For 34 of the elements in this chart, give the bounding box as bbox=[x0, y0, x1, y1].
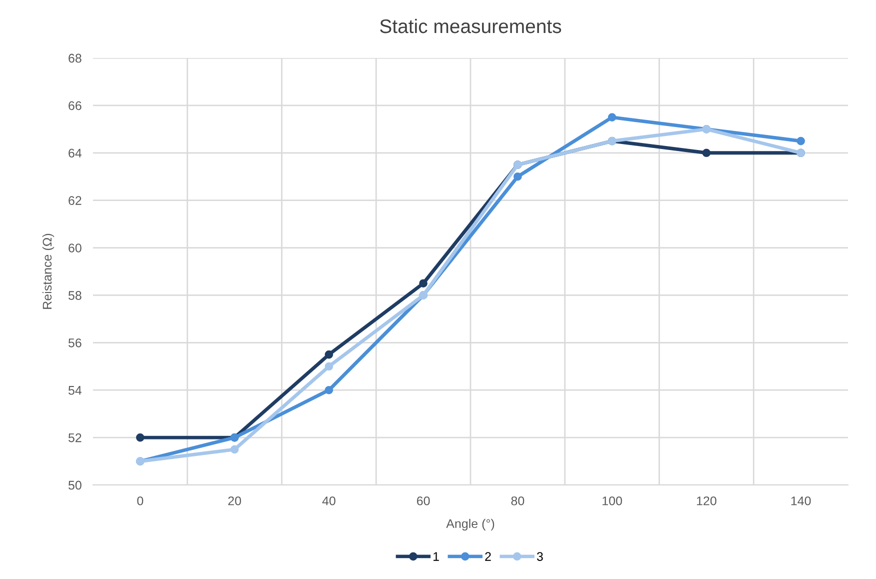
point bbox=[702, 148, 711, 158]
y-tick-label: 60 bbox=[68, 244, 82, 252]
point bbox=[419, 279, 428, 288]
y-tick-label: 68 bbox=[68, 54, 82, 63]
point bbox=[514, 172, 522, 181]
chart-title: Static measurements bbox=[380, 18, 562, 34]
y-axis-title: Reistance (Ω) bbox=[42, 234, 54, 309]
y-tick-label: 62 bbox=[68, 196, 82, 205]
y-tick-label: 50 bbox=[68, 480, 82, 490]
x-tick-label: 140 bbox=[791, 496, 811, 506]
y-tick-label: 66 bbox=[68, 101, 82, 110]
point bbox=[324, 386, 334, 394]
legend-label: 3 bbox=[536, 552, 543, 561]
point bbox=[136, 433, 144, 442]
point bbox=[324, 362, 334, 371]
legend-label: 1 bbox=[434, 552, 439, 561]
x-axis-title: Angle (°) bbox=[446, 518, 494, 531]
y-tick-label: 56 bbox=[68, 338, 82, 348]
x-tick-label: 40 bbox=[322, 496, 336, 506]
x-tick-label: 80 bbox=[511, 496, 524, 506]
y-tick-label: 64 bbox=[68, 148, 82, 158]
x-tick-label: 120 bbox=[696, 496, 716, 506]
x-tick-label: 60 bbox=[416, 496, 430, 506]
legend-label: 2 bbox=[485, 552, 491, 561]
point bbox=[324, 350, 334, 359]
y-tick-label: 52 bbox=[68, 433, 82, 442]
point bbox=[796, 136, 805, 146]
y-tick-label: 54 bbox=[68, 386, 82, 395]
y-tick-label: 58 bbox=[68, 291, 82, 300]
point bbox=[608, 113, 616, 122]
x-tick-label: 20 bbox=[228, 496, 242, 506]
point bbox=[230, 445, 239, 454]
x-tick-label: 100 bbox=[602, 496, 622, 506]
x-tick-label: 0 bbox=[137, 496, 144, 506]
